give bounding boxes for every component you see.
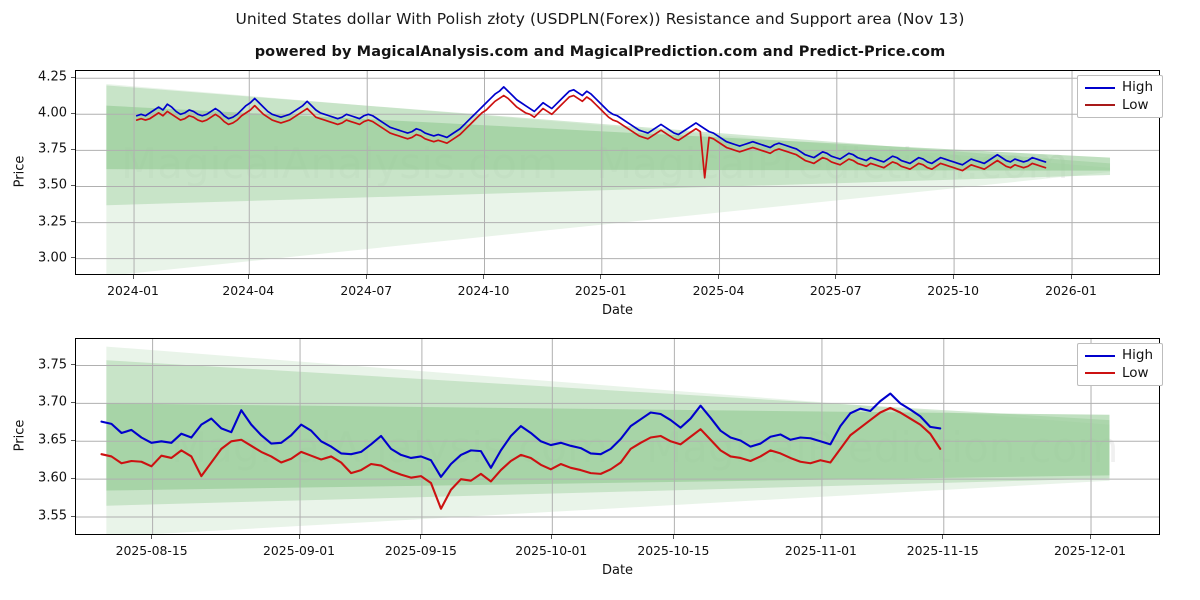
y-tick-label: 4.00	[38, 105, 67, 121]
legend-entry-high: High	[1085, 79, 1154, 95]
y-tick-mark	[71, 401, 75, 403]
legend-label-high: High	[1122, 347, 1154, 363]
page-subtitle: powered by MagicalAnalysis.com and Magic…	[254, 44, 946, 60]
x-tick-label: 2024-07	[340, 283, 393, 298]
support-resistance-band-inner	[106, 105, 1111, 171]
x-tick-mark	[600, 275, 602, 279]
x-tick-label: 2025-04	[692, 283, 745, 298]
overview-x-axis-label: Date	[601, 303, 634, 318]
zoom-chart-plot-area: MagicalAnalysis.comMagicalPrediction.com	[75, 338, 1160, 535]
x-tick-mark	[365, 275, 367, 279]
legend-label-low: Low	[1122, 96, 1149, 113]
legend-swatch-high	[1085, 354, 1115, 357]
y-tick-mark	[71, 112, 75, 114]
y-tick-mark	[71, 184, 75, 186]
y-tick-label: 3.70	[38, 394, 67, 410]
series-line-high	[100, 392, 942, 478]
x-tick-mark	[550, 535, 552, 539]
legend-entry-low: Low	[1085, 96, 1153, 113]
x-tick-mark	[820, 535, 822, 539]
y-tick-label: 3.60	[38, 470, 67, 486]
x-tick-label: 2024-04	[222, 283, 275, 298]
x-tick-label: 2025-08-15	[115, 543, 188, 558]
zoom-legend: High Low	[1077, 343, 1164, 386]
x-tick-mark	[952, 275, 954, 279]
x-tick-label: 2025-11-15	[906, 543, 979, 558]
x-tick-label: 2025-12-01	[1054, 543, 1127, 558]
x-tick-label: 2026-01	[1045, 283, 1097, 298]
y-tick-label: 4.25	[38, 69, 67, 85]
y-tick-label: 3.65	[38, 432, 67, 448]
x-tick-label: 2025-07	[809, 283, 862, 298]
series-layer-top	[135, 86, 1047, 179]
band-layer-top	[106, 83, 1111, 274]
x-tick-mark	[132, 275, 134, 279]
x-tick-label: 2025-09-01	[263, 543, 336, 558]
x-tick-mark	[835, 275, 837, 279]
legend-entry-low: Low	[1085, 364, 1153, 381]
overview-legend: High Low	[1077, 75, 1164, 118]
y-tick-mark	[71, 477, 75, 479]
band-layer-bottom	[106, 346, 1110, 534]
x-tick-mark	[420, 535, 422, 539]
series-line-high	[135, 86, 1047, 166]
legend-swatch-high	[1085, 86, 1115, 89]
x-tick-label: 2025-09-15	[384, 543, 457, 558]
x-tick-mark	[247, 275, 249, 279]
x-tick-label: 2025-10-15	[637, 543, 710, 558]
y-tick-label: 3.25	[38, 214, 67, 230]
support-resistance-band-inner	[106, 403, 1110, 491]
overview-y-axis-label: Price	[12, 155, 28, 187]
x-tick-mark	[942, 535, 944, 539]
x-tick-label: 2025-10-01	[515, 543, 588, 558]
page-title: United States dollar With Polish złoty (…	[235, 10, 965, 28]
x-tick-mark	[1070, 275, 1072, 279]
x-tick-label: 2025-11-01	[784, 543, 857, 558]
y-tick-mark	[71, 515, 75, 517]
series-line-low	[135, 94, 1047, 179]
x-tick-mark	[483, 275, 484, 279]
y-tick-label: 3.55	[38, 508, 67, 524]
zoom-x-axis-label: Date	[601, 563, 634, 578]
y-tick-mark	[71, 257, 75, 259]
x-tick-label: 2025-10	[927, 283, 979, 298]
x-tick-mark	[1089, 535, 1091, 539]
legend-swatch-low	[1085, 372, 1115, 375]
y-tick-mark	[71, 364, 75, 366]
y-tick-label: 3.75	[38, 357, 67, 373]
x-tick-mark	[672, 535, 674, 539]
y-tick-mark	[71, 221, 75, 223]
gridlines-top	[76, 71, 1159, 274]
legend-label-low: Low	[1122, 364, 1149, 381]
series-layer-bottom	[100, 392, 942, 510]
x-tick-label: 2024-01	[107, 283, 159, 298]
y-tick-label: 3.50	[38, 177, 67, 193]
legend-label-high: High	[1122, 79, 1154, 95]
legend-swatch-low	[1085, 104, 1115, 107]
y-tick-label: 3.00	[38, 250, 67, 266]
x-tick-mark	[151, 535, 153, 539]
y-tick-label: 3.75	[38, 141, 67, 157]
x-tick-label: 2025-01	[574, 283, 627, 298]
y-tick-mark	[71, 76, 75, 78]
series-line-low	[100, 406, 942, 510]
legend-entry-high: High	[1085, 347, 1154, 363]
x-tick-mark	[718, 275, 719, 279]
y-tick-mark	[71, 148, 75, 150]
zoom-y-axis-label: Price	[12, 419, 28, 451]
x-tick-label: 2024-10	[457, 283, 510, 298]
y-tick-mark	[71, 439, 75, 441]
overview-chart-plot-area: MagicalAnalysis.comMagicalPrediction.com…	[75, 70, 1160, 275]
x-tick-mark	[298, 535, 300, 539]
